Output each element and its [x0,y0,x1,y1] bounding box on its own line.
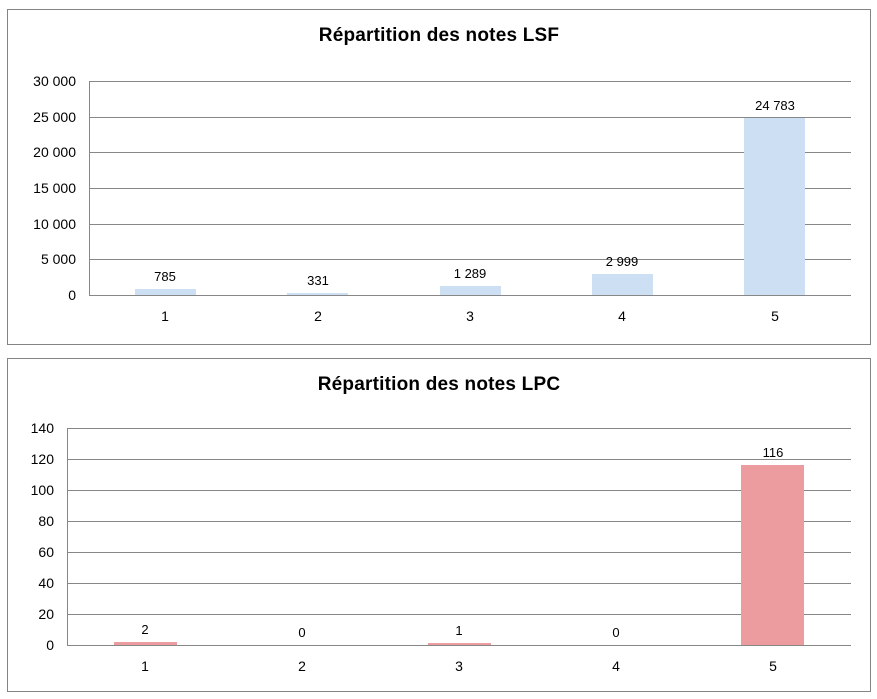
category-label: 1 [141,658,149,674]
chart-title-lsf: Répartition des notes LSF [318,25,560,46]
gridline [89,259,851,260]
category-label: 5 [769,658,777,674]
y-tick-label: 15 000 [33,180,76,196]
bar-value-label: 2 999 [605,254,639,269]
gridline [89,188,851,189]
bar [741,465,804,645]
y-tick-label: 0 [68,287,76,303]
chart-panel-lpc: Répartition des notes LPC 0 20 40 60 80 100 12… [7,358,871,692]
gridline [67,552,851,553]
gridline [89,117,851,118]
bar-value-label: 331 [307,273,329,288]
plot-area-lsf: 0 5 000 10 000 15 000 20 000 25 000 30 000 785 1… [8,10,870,344]
x-axis-line [67,645,851,646]
y-tick-label: 80 [38,513,54,529]
plot-area-lpc: 0 20 40 60 80 100 120 140 2 1 0 2 1 3 0 4 116 5 [8,359,870,691]
bar [287,293,348,295]
bar-value-label: 785 [154,269,176,284]
gridline [89,152,851,153]
bar-value-label: 1 289 [453,266,487,281]
bar-value-label: 24 783 [755,98,795,113]
gridline [67,459,851,460]
gridline [67,521,851,522]
bar-value-label: 0 [298,625,306,640]
bar [592,274,653,295]
x-axis-line [89,295,851,296]
y-tick-label: 5 000 [40,251,76,267]
y-tick-label: 10 000 [33,216,76,232]
y-tick-label: 60 [38,544,54,560]
gridline [89,224,851,225]
category-label: 2 [314,308,322,324]
bar [114,642,177,645]
bar [135,289,196,295]
y-axis-line [89,81,90,295]
category-label: 3 [455,658,463,674]
y-tick-label: 120 [30,451,54,467]
category-label: 4 [618,308,626,324]
gridline [67,428,851,429]
y-tick-label: 100 [30,482,54,498]
category-label: 2 [298,658,306,674]
category-label: 5 [771,308,779,324]
bar-value-label: 1 [455,623,463,638]
bar-value-label: 0 [612,625,620,640]
gridline [89,81,851,82]
category-label: 4 [612,658,620,674]
y-axis-line [67,428,68,645]
y-tick-label: 40 [38,575,54,591]
bar-value-label: 2 [141,622,149,637]
y-tick-label: 140 [30,420,54,436]
y-tick-label: 20 000 [33,144,76,160]
y-tick-label: 0 [46,637,54,653]
category-label: 1 [161,308,169,324]
y-tick-label: 20 [38,606,54,622]
y-tick-label: 25 000 [33,109,76,125]
gridline [67,490,851,491]
gridline [67,614,851,615]
bar [744,118,805,295]
gridline [67,583,851,584]
chart-title-lpc: Répartition des notes LPC [317,374,561,395]
y-tick-label: 30 000 [33,73,76,89]
bar [440,286,501,295]
bar-value-label: 116 [762,445,784,460]
bar [428,643,491,645]
category-label: 3 [466,308,474,324]
